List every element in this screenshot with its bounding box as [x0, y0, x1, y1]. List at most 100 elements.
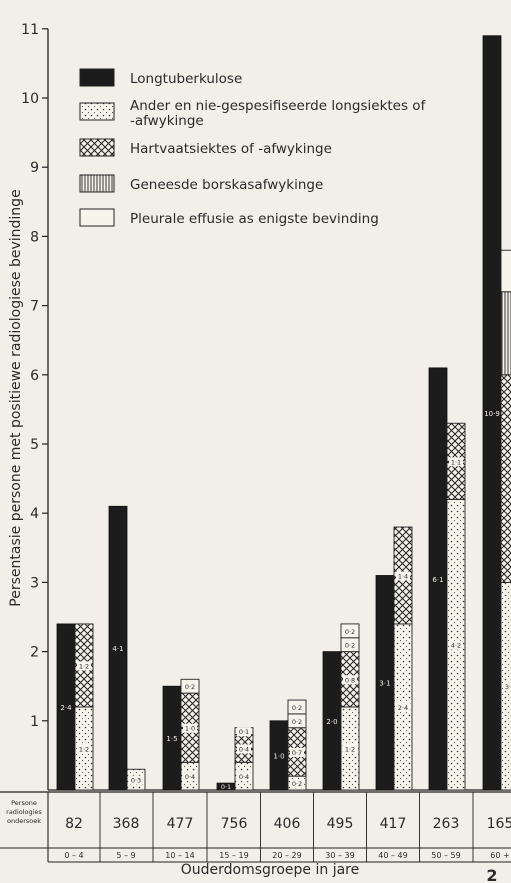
legend-entry: Hartvaatsiektes of -afwykinge: [130, 141, 332, 157]
bar-tuberculosis: [108, 505, 128, 791]
x-tick-label: 40 – 49: [378, 851, 407, 860]
segment-label-bg: [396, 571, 410, 581]
segment-value-label: 0·3: [131, 777, 141, 785]
y-axis-title: Persentasie persone met positiewe radiol…: [8, 189, 24, 606]
segment-value-label: 0·4: [239, 745, 249, 753]
x-tick-label: 30 – 39: [325, 851, 354, 860]
bars: 2·4 1·2 1·2 4·1 0·3 1·5 0·4 1·0 0·2 0·1 0·4 0·4 0·1 1…: [56, 35, 511, 791]
segment-value-label: 4·2: [451, 642, 461, 650]
x-tick-label: 0 – 4: [64, 851, 83, 860]
segment-value-label: 0·2: [345, 642, 355, 650]
segment-value-label: 1·2: [79, 662, 89, 670]
examined-count: 165: [487, 816, 511, 832]
segment-label-bg: [396, 702, 410, 712]
y-tick-label: 9: [30, 160, 39, 176]
bar-value-label: 2·0: [326, 718, 337, 726]
legend-entry: Ander en nie-gespesifiseerde longsiektes…: [130, 98, 427, 129]
examined-count: 495: [327, 816, 354, 832]
segment-value-label: 1·0: [185, 725, 195, 733]
legend-entry: Longtuberkulose: [130, 71, 242, 87]
bar-value-label: 3·1: [379, 680, 390, 688]
examined-count: 82: [65, 816, 83, 832]
y-tick-label: 1: [30, 714, 39, 730]
segment-label-bg: [343, 675, 357, 685]
segment-label-bg: [343, 626, 357, 636]
segment-label-bg: [77, 744, 91, 754]
bar-segment-crosshatch: [500, 374, 511, 583]
x-tick-label: 10 – 14: [165, 851, 194, 860]
y-tick-label: 7: [30, 299, 39, 315]
segment-label-bg: [449, 640, 463, 650]
y-tick-label: 8: [30, 229, 39, 245]
examined-count: 263: [433, 816, 460, 832]
segment-label-bg: [343, 640, 357, 650]
segment-value-label: 0·2: [292, 704, 302, 712]
segment-value-label: 0·1: [239, 728, 249, 736]
bar-value-label: 2·4: [60, 704, 72, 712]
bar-segment-empty: [500, 249, 511, 293]
bar-value-label: 1·0: [273, 752, 284, 760]
examined-count: 477: [167, 816, 194, 832]
legend-swatch-solid: [79, 68, 115, 87]
examined-row-label: Persone radiologies ondersoek: [6, 799, 42, 825]
legend-swatch-dots: [79, 102, 115, 121]
legend-swatch-vlines: [79, 174, 115, 193]
y-tick-label: 6: [30, 368, 39, 384]
segment-label-bg: [449, 457, 463, 467]
segment-label-bg: [129, 775, 143, 785]
segment-value-label: 2·4: [398, 704, 408, 712]
bar-value-label: 4·1: [112, 645, 123, 653]
segment-value-label: 0·2: [292, 718, 302, 726]
y-tick-label: 10: [21, 91, 39, 107]
segment-label-bg: [77, 661, 91, 671]
legend: Longtuberkulose Ander en nie-gespesifisee…: [79, 68, 427, 227]
segment-label-bg: [343, 744, 357, 754]
segment-label-bg: [183, 723, 197, 733]
bar-value-label: 0·1: [221, 783, 231, 791]
segment-value-label: 1·4: [398, 572, 408, 580]
segment-label-bg: [183, 772, 197, 782]
bar-value-label: 1·5: [166, 735, 177, 743]
y-tick-label: 11: [21, 22, 39, 38]
segment-value-label: 0·4: [185, 773, 195, 781]
segment-label-bg: [237, 727, 251, 737]
y-tick-label: 3: [30, 575, 39, 591]
segment-label-bg: [290, 716, 304, 726]
segment-value-label: 0·8: [345, 676, 355, 684]
segment-label-bg: [290, 747, 304, 757]
segment-label-bg: [237, 772, 251, 782]
segment-value-label: 0·2: [292, 780, 302, 788]
segment-value-label: 1·1: [451, 458, 461, 466]
segment-label-bg: [290, 702, 304, 712]
legend-entry: Geneesde borskasafwykinge: [130, 177, 323, 193]
segment-value-label: 0·2: [185, 683, 195, 691]
y-tick-label: 4: [30, 506, 39, 522]
x-tick-label: 20 – 29: [272, 851, 301, 860]
segment-value-label: 1·2: [345, 745, 355, 753]
segment-value-label: 3·0: [505, 683, 511, 691]
segment-label-bg: [237, 744, 251, 754]
segment-label-bg: [503, 682, 511, 692]
legend-entry: Pleurale effusie as enigste bevinding: [130, 211, 379, 227]
segment-value-label: 0·7: [292, 749, 302, 757]
x-tick-label: 15 – 19: [219, 851, 248, 860]
bar-value-label: 10·9: [484, 410, 500, 418]
examined-table: Persone radiologies ondersoek 82 368 477 756 40…: [0, 791, 511, 863]
x-tick-label: 50 – 59: [431, 851, 460, 860]
examined-count: 368: [113, 816, 140, 832]
examined-count: 756: [221, 816, 248, 832]
x-tick-label: 60 +: [490, 851, 509, 860]
segment-value-label: 1·2: [79, 745, 89, 753]
bar-value-label: 6·1: [432, 576, 443, 584]
segment-value-label: 0·4: [239, 773, 249, 781]
segment-value-label: 0·2: [345, 628, 355, 636]
examined-count: 406: [274, 816, 301, 832]
y-tick-label: 5: [30, 437, 39, 453]
page-number: 2: [486, 866, 497, 883]
x-tick-label: 5 – 9: [116, 851, 135, 860]
y-tick-label: 2: [30, 645, 39, 661]
examined-count: 417: [380, 816, 407, 832]
x-axis-title: Ouderdomsgroepe in jare: [181, 862, 360, 878]
segment-label-bg: [183, 682, 197, 692]
